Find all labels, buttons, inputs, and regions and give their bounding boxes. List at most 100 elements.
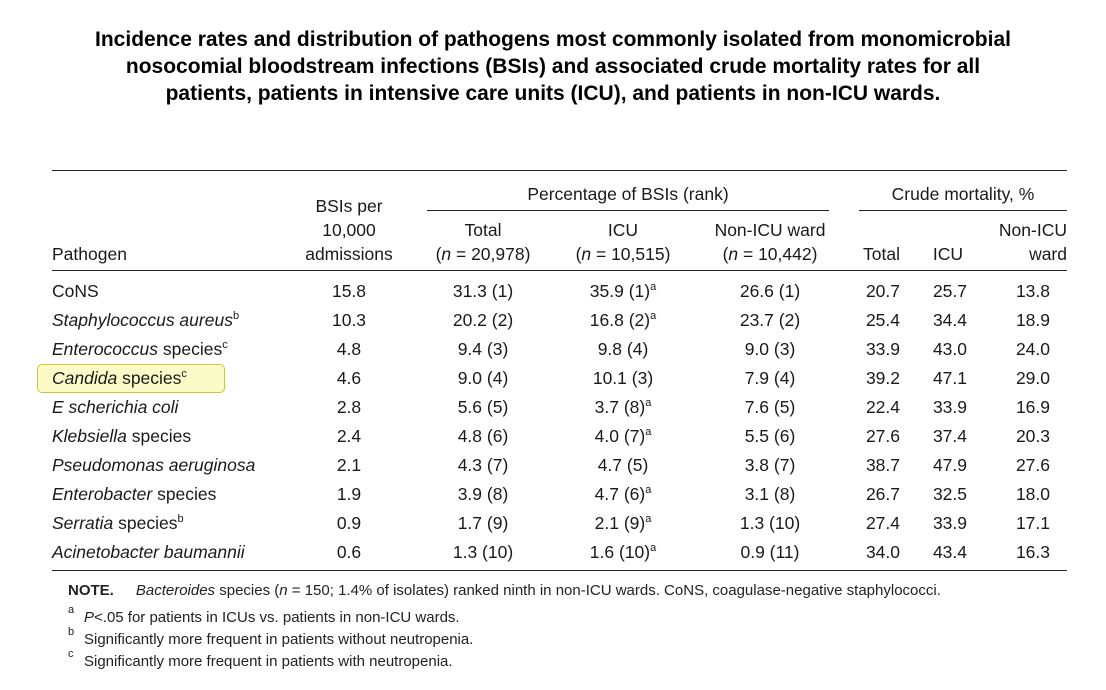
pathogen-name: Klebsiella species xyxy=(52,426,192,446)
mortality-nonicu: 16.3 xyxy=(1015,542,1050,562)
pct-nonicu: 7.6 (5) xyxy=(744,397,796,417)
header-pct-nonicu: Non-ICU ward xyxy=(714,220,826,240)
note-n: n xyxy=(279,582,288,599)
mortality-icu: 43.0 xyxy=(932,339,967,359)
header-mortality-group: Crude mortality, % xyxy=(891,184,1035,204)
header-mortality-nonicu-line-2: ward xyxy=(1029,244,1067,264)
bsi-rate: 4.8 xyxy=(336,339,362,359)
pct-total: 1.3 (10) xyxy=(452,542,514,562)
mortality-icu: 34.4 xyxy=(932,310,967,330)
pct-total: 9.4 (3) xyxy=(457,339,509,359)
pct-total: 9.0 (4) xyxy=(457,368,509,388)
mortality-nonicu: 17.1 xyxy=(1015,513,1050,533)
bsi-rate: 0.9 xyxy=(336,513,362,533)
pct-icu: 2.1 (9)a xyxy=(594,513,652,533)
pathogen-name: Enterococcus speciesc xyxy=(52,339,228,359)
pct-icu: 35.9 (1)a xyxy=(589,281,657,301)
pct-total: 20.2 (2) xyxy=(452,310,514,330)
pct-icu: 9.8 (4) xyxy=(597,339,649,359)
title-line-3: patients, patients in intensive care uni… xyxy=(165,82,941,105)
title-line-2: nosocomial bloodstream infections (BSIs)… xyxy=(125,55,981,78)
pct-nonicu: 1.3 (10) xyxy=(739,513,801,533)
mortality-nonicu: 18.9 xyxy=(1015,310,1050,330)
header-mortality-nonicu: Non-ICU xyxy=(998,220,1067,240)
pct-icu: 16.8 (2)a xyxy=(589,310,657,330)
footnote-a-mark: a xyxy=(68,604,75,616)
mortality-total: 33.9 xyxy=(865,339,900,359)
pct-nonicu: 23.7 (2) xyxy=(739,310,801,330)
pct-total: 4.8 (6) xyxy=(457,426,509,446)
mortality-total: 34.0 xyxy=(865,542,900,562)
mortality-icu: 47.1 xyxy=(932,368,967,388)
footnote-a: P<.05 for patients in ICUs vs. patients … xyxy=(84,609,460,627)
header-rule xyxy=(52,270,1067,271)
pct-nonicu: 7.9 (4) xyxy=(744,368,796,388)
header-pct-total-n: (n = 20,978) xyxy=(435,244,531,264)
mortality-icu: 37.4 xyxy=(932,426,967,446)
note-label: NOTE. xyxy=(68,582,114,599)
mortality-total: 39.2 xyxy=(865,368,900,388)
pct-icu: 1.6 (10)a xyxy=(589,542,657,562)
mortality-total: 38.7 xyxy=(865,455,900,475)
header-pathogen: Pathogen xyxy=(52,244,127,264)
header-pct-icu: ICU xyxy=(607,220,639,240)
header-mortality-icu: ICU xyxy=(932,244,963,264)
footnote-b: Significantly more frequent in patients … xyxy=(84,631,474,648)
pathogen-name: CoNS xyxy=(52,281,99,301)
row-highlight xyxy=(37,364,225,393)
pathogen-name: E scherichia coli xyxy=(52,397,179,417)
header-bsi-line-1: BSIs per xyxy=(315,196,383,216)
mortality-nonicu: 20.3 xyxy=(1015,426,1050,446)
footnote-a-italic: P xyxy=(84,609,95,626)
bsi-rate: 4.6 xyxy=(336,368,362,388)
pathogen-name: Serratia speciesb xyxy=(52,513,184,533)
mortality-icu: 33.9 xyxy=(932,513,967,533)
mortality-total: 26.7 xyxy=(865,484,900,504)
bsi-rate: 10.3 xyxy=(331,310,367,330)
header-bsi-line-3: admissions xyxy=(305,244,393,264)
header-bsi-line-2: 10,000 xyxy=(322,220,376,240)
pathogen-name: Staphylococcus aureusb xyxy=(52,310,240,330)
mortality-nonicu: 18.0 xyxy=(1015,484,1050,504)
footnote-b-mark: b xyxy=(68,626,75,638)
mortality-nonicu: 13.8 xyxy=(1015,281,1050,301)
header-pct-icu-n: (n = 10,515) xyxy=(575,244,671,264)
note-text-b: = 150; 1.4% of isolates) ranked ninth in… xyxy=(287,582,941,599)
top-rule xyxy=(52,170,1067,171)
pct-icu: 4.0 (7)a xyxy=(594,426,652,446)
pathogen-name: Pseudomonas aeruginosa xyxy=(52,455,256,475)
pct-icu: 10.1 (3) xyxy=(592,368,654,388)
bsi-rate: 2.1 xyxy=(336,455,362,475)
pct-icu: 4.7 (5) xyxy=(597,455,649,475)
pct-group-rule xyxy=(427,210,829,211)
mortality-nonicu: 27.6 xyxy=(1015,455,1050,475)
header-mortality-total: Total xyxy=(863,244,900,264)
mortality-nonicu: 29.0 xyxy=(1015,368,1050,388)
pathogen-name: Enterobacter species xyxy=(52,484,217,504)
note: NOTE. Bacteroides species (n = 150; 1.4% … xyxy=(68,582,941,600)
mortality-total: 27.4 xyxy=(865,513,900,533)
table-title: Incidence rates and distribution of path… xyxy=(0,26,1106,107)
bsi-rate: 2.4 xyxy=(336,426,362,446)
note-italic: Bacteroides xyxy=(135,582,216,599)
header-pct-total: Total xyxy=(464,220,502,240)
pathogen-name: Candida speciesc xyxy=(52,368,187,388)
mortality-total: 27.6 xyxy=(865,426,900,446)
note-text-a: species ( xyxy=(215,582,280,599)
bsi-rate: 15.8 xyxy=(331,281,367,301)
pct-nonicu: 26.6 (1) xyxy=(739,281,801,301)
footnote-a-text: <.05 for patients in ICUs vs. patients i… xyxy=(94,609,460,626)
pct-nonicu: 5.5 (6) xyxy=(744,426,796,446)
pathogen-name: Acinetobacter baumannii xyxy=(52,542,245,562)
pct-icu: 4.7 (6)a xyxy=(594,484,652,504)
pct-nonicu: 3.1 (8) xyxy=(744,484,796,504)
pct-nonicu: 0.9 (11) xyxy=(740,542,800,562)
mortality-nonicu: 16.9 xyxy=(1015,397,1050,417)
mortality-nonicu: 24.0 xyxy=(1015,339,1050,359)
bsi-rate: 2.8 xyxy=(336,397,362,417)
pct-total: 31.3 (1) xyxy=(452,281,514,301)
mortality-group-rule xyxy=(859,210,1067,211)
mortality-total: 25.4 xyxy=(865,310,900,330)
pct-total: 5.6 (5) xyxy=(457,397,509,417)
mortality-icu: 33.9 xyxy=(932,397,967,417)
